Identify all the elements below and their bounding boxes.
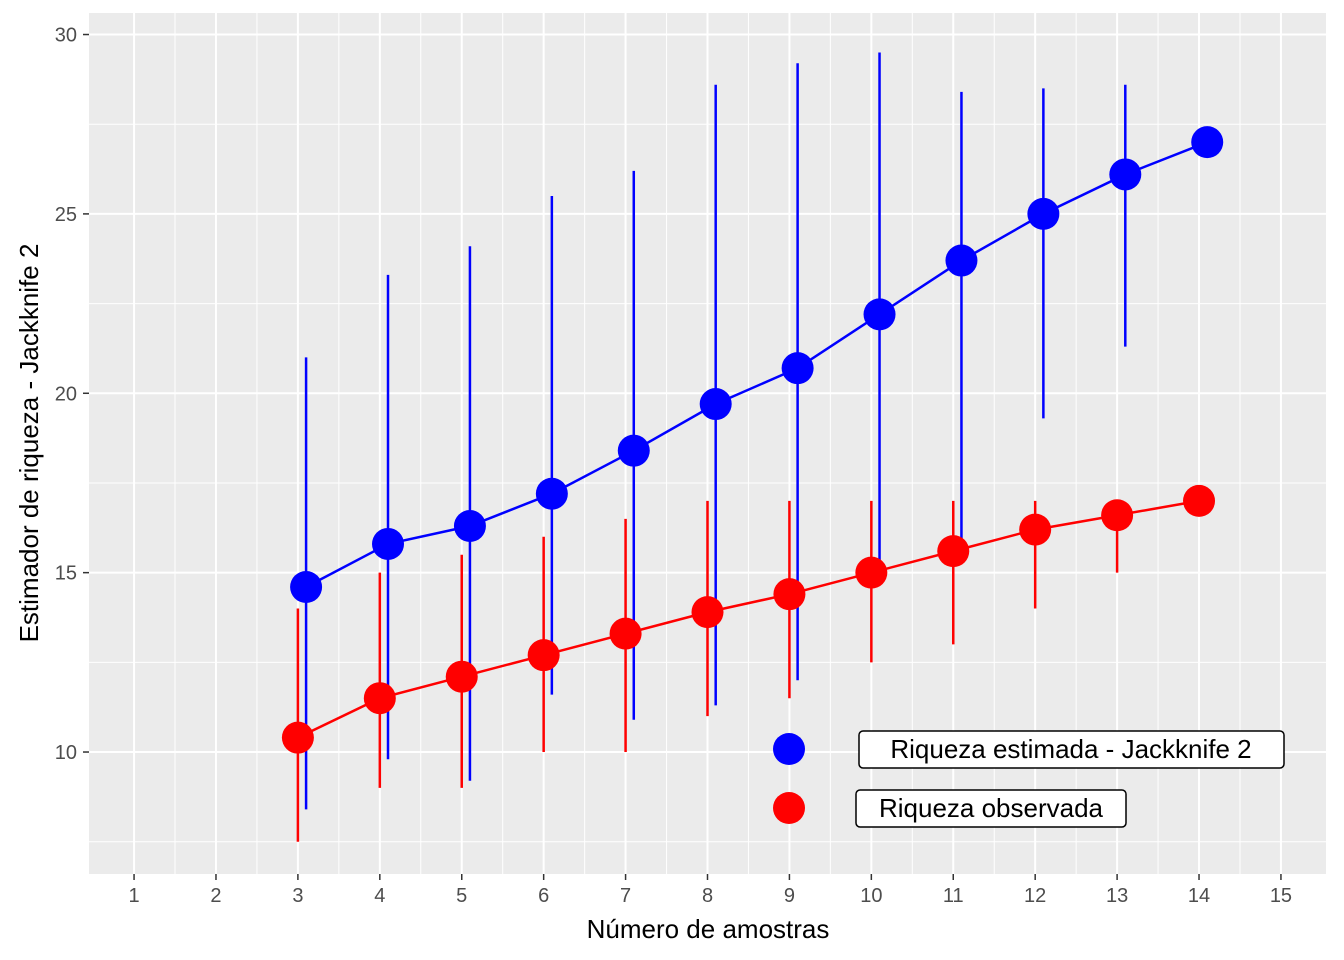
y-tick-label: 10 <box>55 742 77 764</box>
x-tick-label: 5 <box>456 885 467 907</box>
x-tick-label: 10 <box>860 885 882 907</box>
x-axis-title: Número de amostras <box>587 914 830 944</box>
y-tick-label: 25 <box>55 204 77 226</box>
data-point <box>1191 126 1224 159</box>
data-point <box>290 571 323 603</box>
data-point <box>1183 484 1216 517</box>
series-1 <box>281 484 1216 842</box>
legend-label-box-observada <box>855 789 1127 828</box>
data-point <box>699 388 732 421</box>
data-point <box>363 682 396 715</box>
x-tick-label: 9 <box>784 885 795 907</box>
y-tick-label: 20 <box>55 383 77 405</box>
data-point <box>855 556 888 589</box>
data-point <box>281 721 314 754</box>
legend-label-observada: Riqueza observada <box>879 793 1104 823</box>
x-tick-label: 1 <box>128 885 139 907</box>
data-point <box>945 244 978 277</box>
x-tick-label: 8 <box>702 885 713 907</box>
legend-key-observada <box>773 792 805 824</box>
legend-label-box-estimada <box>858 730 1285 769</box>
data-point <box>863 298 896 331</box>
legend-label-estimada: Riqueza estimada - Jackknife 2 <box>890 734 1251 764</box>
data-point <box>1101 499 1134 532</box>
y-tick-label: 30 <box>55 25 77 47</box>
data-point <box>453 510 486 543</box>
data-point <box>535 477 568 510</box>
x-tick-label: 15 <box>1270 885 1292 907</box>
data-point <box>773 578 806 611</box>
data-point <box>445 660 478 693</box>
x-tick-label: 3 <box>292 885 303 907</box>
data-point <box>527 639 560 672</box>
legend: Riqueza estimada - Jackknife 2 Riqueza o… <box>773 730 1285 828</box>
series-0 <box>290 52 1224 810</box>
x-tick-label: 4 <box>374 885 385 907</box>
data-point <box>937 535 970 568</box>
x-tick-label: 13 <box>1106 885 1128 907</box>
y-axis-title: Estimador de riqueza - Jackknife 2 <box>14 244 44 643</box>
data-point <box>1109 158 1142 191</box>
data-point <box>1019 513 1052 546</box>
data-point <box>691 596 724 629</box>
data-point <box>1027 197 1060 230</box>
data-point <box>781 352 814 385</box>
x-tick-label: 7 <box>620 885 631 907</box>
data-point <box>609 617 642 650</box>
x-tick-label: 14 <box>1188 885 1210 907</box>
data-point <box>372 527 405 560</box>
series-layer <box>281 52 1224 842</box>
x-tick-label: 11 <box>943 885 964 907</box>
y-tick-label: 15 <box>55 563 77 585</box>
x-tick-label: 6 <box>538 885 549 907</box>
x-tick-label: 2 <box>210 885 221 907</box>
data-point <box>617 434 650 467</box>
x-tick-label: 12 <box>1024 885 1046 907</box>
legend-key-estimada <box>773 733 805 765</box>
